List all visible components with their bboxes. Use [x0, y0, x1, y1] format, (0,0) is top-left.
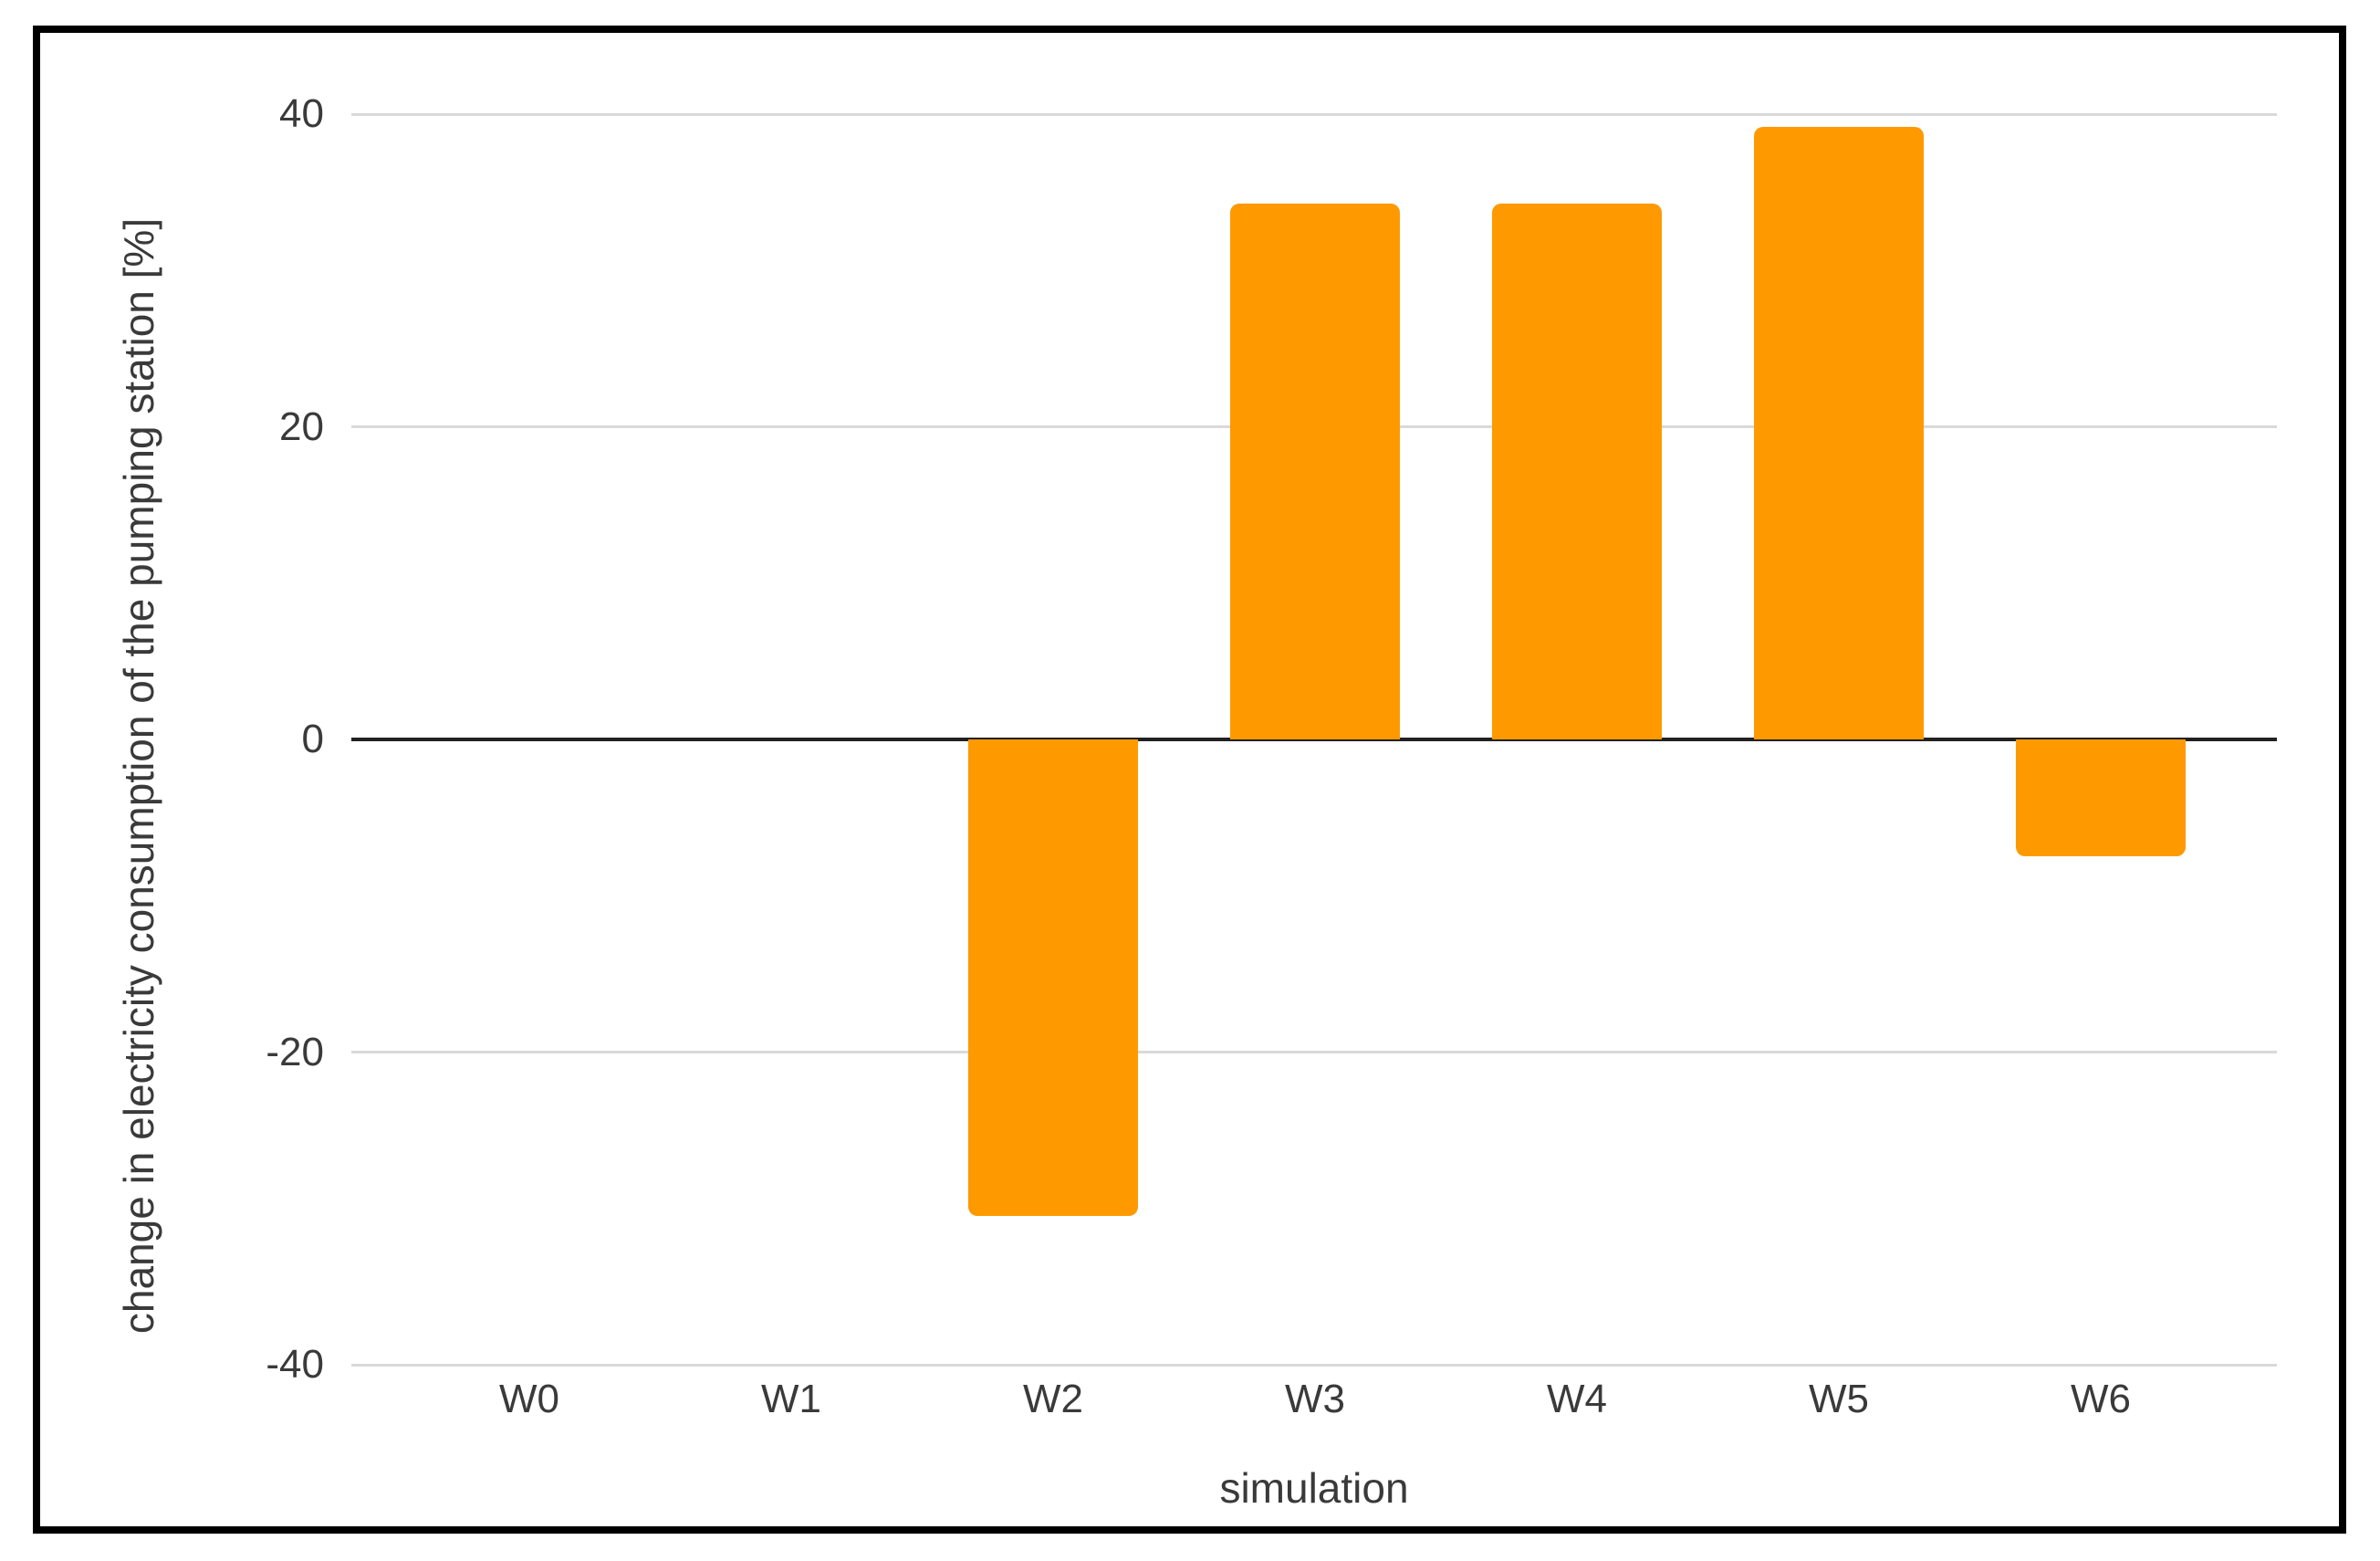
x-category-label-w3: W3	[1285, 1377, 1345, 1421]
bar-w2[interactable]	[968, 739, 1138, 1216]
y-tick-label-20: 20	[279, 404, 324, 449]
bar-w4[interactable]	[1492, 204, 1662, 739]
x-axis-title: simulation	[1219, 1464, 1409, 1512]
gridline-40	[351, 113, 2277, 116]
gridline--20	[351, 1051, 2277, 1053]
bar-w3[interactable]	[1230, 204, 1400, 739]
bar-w5[interactable]	[1754, 127, 1924, 739]
y-tick-label--40: -40	[266, 1342, 324, 1387]
gridline--40	[351, 1364, 2277, 1367]
x-category-label-w0: W0	[499, 1377, 559, 1421]
x-category-label-w6: W6	[2071, 1377, 2131, 1421]
y-tick-label--20: -20	[266, 1030, 324, 1074]
x-category-label-w2: W2	[1023, 1377, 1083, 1421]
x-category-label-w4: W4	[1547, 1377, 1607, 1421]
y-tick-label-0: 0	[301, 717, 324, 761]
y-tick-label-40: 40	[279, 91, 324, 136]
x-category-label-w5: W5	[1809, 1377, 1869, 1421]
zero-axis-line	[351, 738, 2277, 741]
chart-border-frame	[33, 26, 2346, 1534]
x-category-label-w1: W1	[761, 1377, 821, 1421]
bar-w6[interactable]	[2016, 739, 2186, 856]
